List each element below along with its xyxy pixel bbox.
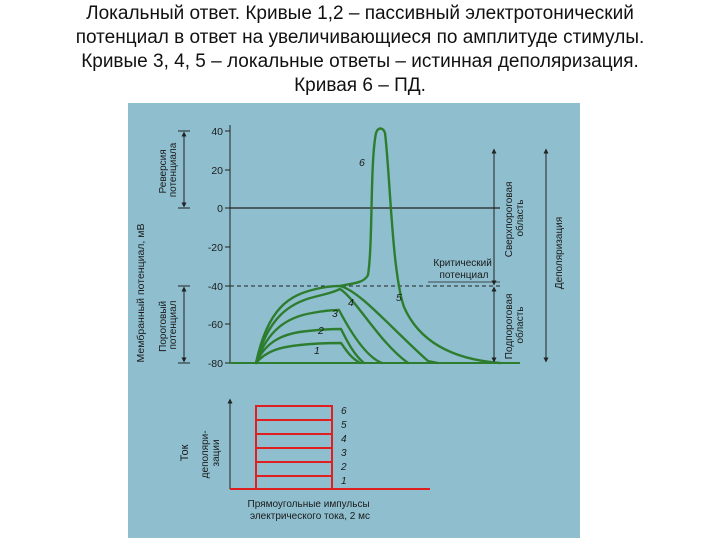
current-axis-sublabel: деполяри- зации: [200, 428, 222, 479]
figure-background: [128, 103, 580, 538]
curve-label-2: 2: [317, 325, 324, 337]
reversal-label: Реверсия потенциала: [158, 142, 179, 197]
pulse-label-3: 3: [341, 448, 347, 459]
slide-title: Локальный ответ. Кривые 1,2 – пассивный …: [0, 2, 720, 98]
curve-label-1: 1: [314, 345, 320, 357]
y-tick-label: -40: [208, 281, 223, 293]
pulse-label-6: 6: [341, 406, 347, 417]
y-tick-label: 20: [211, 165, 223, 177]
y-ticks: [225, 130, 230, 364]
suprathreshold-label: Сверхпороговая область: [504, 179, 526, 257]
curve-1: [254, 341, 362, 365]
pulse-caption: Прямоугольные импульсы электрического то…: [248, 499, 373, 522]
curve-label-4: 4: [348, 297, 354, 309]
title-line: потенциал в ответ на увеличивающиеся по …: [75, 27, 645, 48]
y-tick-label: -80: [208, 358, 223, 370]
reversal-bracket: [178, 130, 190, 209]
threshold-bracket: [178, 285, 190, 364]
current-axis-label: Ток: [179, 444, 191, 461]
curve-4: [254, 287, 410, 365]
curve-5: [254, 284, 440, 365]
y-axis-label: Мембранный потенциал, мВ: [135, 224, 147, 363]
curve-label-6: 6: [359, 157, 365, 169]
y-tick-label: 40: [211, 126, 223, 138]
curve-3: [254, 308, 384, 365]
subthreshold-label: Подпороговая область: [504, 291, 526, 359]
title-line: Локальный ответ. Кривые 1,2 – пассивный …: [86, 3, 634, 24]
threshold-label: Пороговый потенциал: [158, 298, 179, 352]
current-pulses: [255, 405, 333, 490]
curve-label-5: 5: [396, 292, 402, 304]
y-tick-label: -20: [208, 242, 223, 254]
critical-potential-label: Критический потенциал: [433, 258, 494, 281]
pulse-label-1: 1: [341, 476, 347, 487]
y-tick-label: 0: [217, 203, 223, 215]
curve-6: [338, 127, 502, 365]
local-response-figure: Мембранный потенциал, мВ 40 20 0 -20 -40…: [128, 103, 580, 538]
title-line: Кривые 3, 4, 5 – локальные ответы – исти…: [81, 51, 639, 72]
title-line: Кривая 6 – ПД.: [294, 75, 426, 96]
y-tick-label: -60: [208, 319, 223, 331]
curve-2: [254, 327, 366, 365]
pulse-label-5: 5: [341, 420, 347, 431]
depolarization-label: Деполяризация: [554, 217, 565, 289]
pulse-label-4: 4: [341, 434, 347, 445]
curve-label-3: 3: [332, 308, 338, 320]
pulse-label-2: 2: [340, 462, 347, 473]
